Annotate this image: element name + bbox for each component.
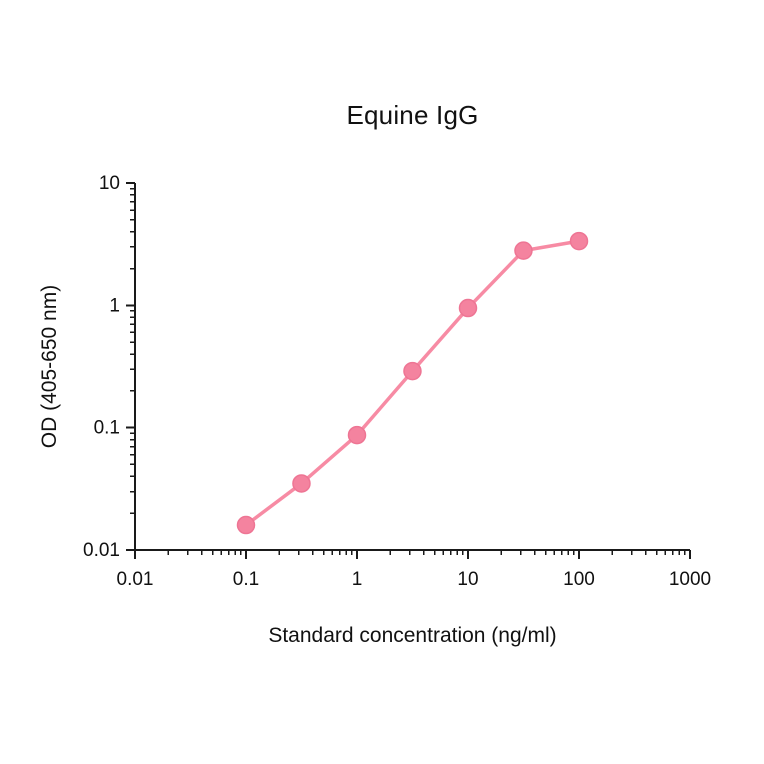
svg-text:0.1: 0.1 <box>233 569 259 590</box>
svg-text:100: 100 <box>563 569 595 590</box>
svg-text:1: 1 <box>109 295 120 316</box>
svg-text:0.01: 0.01 <box>83 540 120 561</box>
svg-text:1: 1 <box>352 569 363 590</box>
svg-text:0.01: 0.01 <box>117 569 154 590</box>
svg-text:10: 10 <box>457 569 478 590</box>
svg-text:1000: 1000 <box>669 569 711 590</box>
svg-text:10: 10 <box>99 173 120 194</box>
x-axis-label: Standard concentration (ng/ml) <box>268 624 557 647</box>
svg-text:0.1: 0.1 <box>94 418 120 439</box>
chart-title: Equine IgG <box>346 100 479 130</box>
